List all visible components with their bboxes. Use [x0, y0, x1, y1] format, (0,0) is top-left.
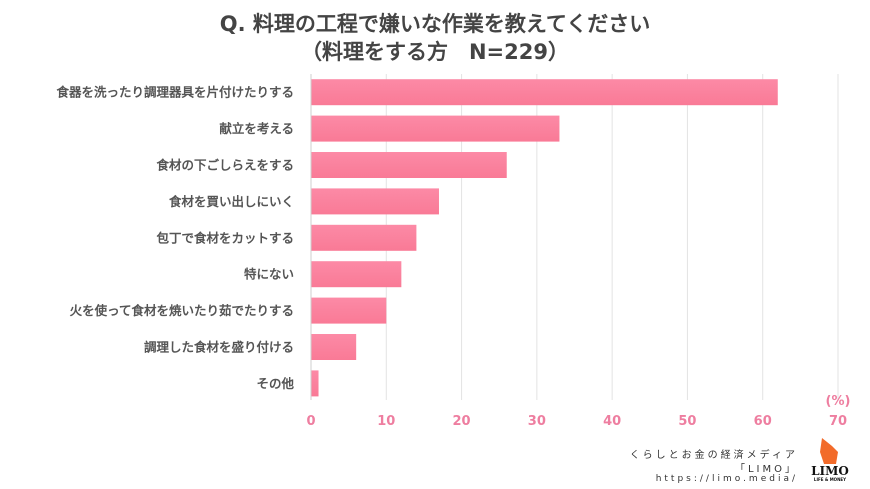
category-label: 特にない	[244, 267, 294, 282]
x-tick-label: 0	[306, 414, 315, 429]
chart-subtitle: （料理をする方 N=229）	[300, 40, 569, 64]
svg-text:LIFE & MONEY: LIFE & MONEY	[814, 477, 846, 482]
x-tick-label: 20	[453, 414, 471, 429]
x-tick-label: 10	[377, 414, 395, 429]
bar	[311, 115, 560, 142]
category-label: 食器を洗ったり調理器具を片付けたりする	[55, 85, 294, 100]
category-label: その他	[256, 376, 294, 391]
x-tick-label: 70	[829, 414, 847, 429]
bar	[311, 152, 507, 178]
bar	[311, 261, 402, 288]
category-label: 火を使って食材を焼いたり茹でたりする	[70, 303, 294, 318]
x-tick-label: 40	[603, 414, 621, 429]
category-label: 食材の下ごしらえをする	[155, 158, 294, 173]
limo-logo: LIMO LIFE & MONEY	[808, 436, 853, 482]
bar	[311, 188, 439, 215]
bar	[311, 297, 387, 324]
category-label: 献立を考える	[219, 121, 294, 136]
bar	[311, 79, 778, 106]
x-tick-label: 30	[528, 414, 546, 429]
category-label: 調理した食材を盛り付ける	[144, 340, 294, 355]
bar	[311, 370, 319, 397]
x-axis-unit: (%)	[826, 394, 851, 409]
x-tick-label: 50	[678, 414, 696, 429]
category-label: 食材を買い出しにいく	[168, 194, 294, 209]
credit-url: https://limo.media/	[655, 474, 798, 484]
category-label: 包丁で食材をカットする	[155, 230, 294, 245]
credit-brand: 「LIMO」	[734, 464, 798, 475]
x-tick-label: 60	[754, 414, 772, 429]
bar	[311, 334, 357, 360]
svg-text:LIMO: LIMO	[811, 464, 849, 478]
chart-title: Q. 料理の工程で嫌いな作業を教えてください	[219, 12, 651, 36]
bar	[311, 224, 417, 251]
credit-tagline: くらしとお金の経済メディア	[629, 450, 798, 461]
